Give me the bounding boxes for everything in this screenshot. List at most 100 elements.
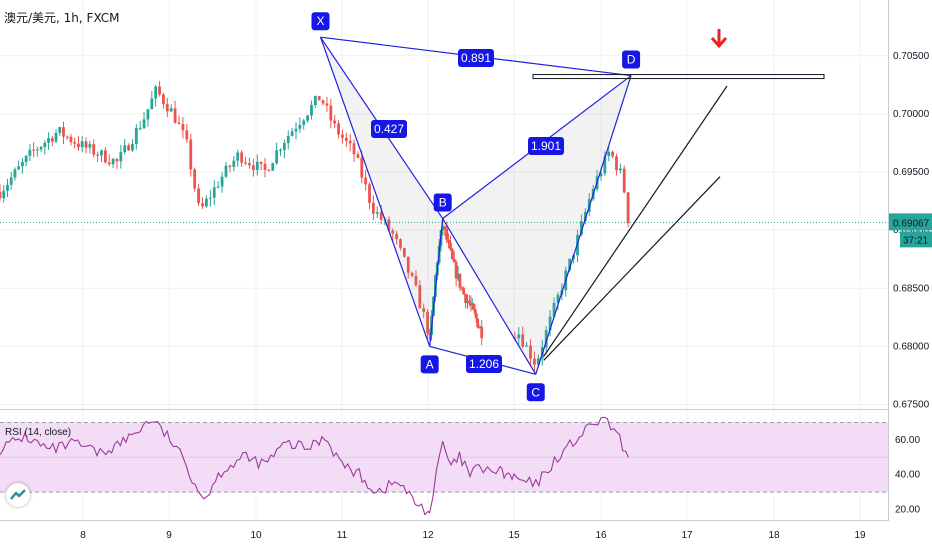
candle-body <box>28 149 32 156</box>
candle <box>418 280 422 309</box>
candle <box>62 121 65 145</box>
candle-body <box>622 168 626 193</box>
candle-body <box>626 192 630 224</box>
tradingview-logo[interactable] <box>6 483 30 507</box>
candle-body <box>185 130 189 140</box>
candle-body <box>464 294 467 304</box>
trend-line-upper[interactable] <box>543 85 728 357</box>
candle <box>17 160 21 170</box>
candle-body <box>77 143 80 148</box>
pattern-leg-bc <box>442 218 537 375</box>
candle-body <box>251 165 255 170</box>
candle <box>0 184 2 201</box>
candle <box>556 292 560 310</box>
candle-body <box>150 98 154 110</box>
candle-body <box>375 212 379 214</box>
candle <box>212 180 216 206</box>
candle <box>189 133 193 177</box>
candle-body <box>169 108 173 112</box>
pattern-leg-cd <box>535 75 632 375</box>
candle <box>317 96 321 101</box>
candle <box>54 129 58 144</box>
candle <box>441 219 445 236</box>
candle-body <box>134 128 138 145</box>
candle-body <box>0 191 2 199</box>
candle-body <box>525 345 529 347</box>
price-tick-label: 0.70500 <box>893 51 930 62</box>
candle <box>244 156 247 166</box>
candle-body <box>212 187 216 198</box>
candle <box>271 162 275 171</box>
time-tick-label: 16 <box>595 530 607 541</box>
candle-body <box>17 166 21 170</box>
candle <box>2 184 6 203</box>
candle <box>154 84 158 107</box>
candle-body <box>313 96 317 105</box>
candle <box>134 124 138 150</box>
candle-body <box>142 119 146 129</box>
candle-body <box>466 300 469 304</box>
candle-body <box>43 142 47 147</box>
candle <box>58 126 62 136</box>
price-axis[interactable]: 0.70500 0.70000 0.69500 0.69000 0.68500 0.680… <box>0 0 932 521</box>
candle <box>232 156 236 172</box>
candle-body <box>279 149 282 151</box>
candle <box>375 206 379 219</box>
candle-body <box>418 285 422 309</box>
candle <box>236 149 240 167</box>
candle-body <box>428 332 432 335</box>
candle <box>603 151 607 177</box>
candle <box>267 168 271 172</box>
candle <box>73 137 77 149</box>
candle <box>115 157 119 169</box>
candle-body <box>368 184 371 203</box>
candle <box>69 133 73 146</box>
candle-body <box>103 150 107 163</box>
candle-body <box>391 230 395 234</box>
candle <box>467 295 471 307</box>
candle <box>123 139 127 155</box>
ratio-label-box <box>528 137 564 155</box>
rsi-tick-label: 60.00 <box>895 435 920 446</box>
candle <box>480 320 484 346</box>
candle <box>607 147 611 162</box>
candle-body <box>422 308 426 312</box>
candle-body <box>50 138 54 142</box>
candle <box>13 167 17 181</box>
candle <box>251 158 255 177</box>
candle-body <box>193 169 197 189</box>
ratio-label: 0.891 <box>458 49 494 67</box>
candle-body <box>298 124 302 129</box>
candle-body <box>544 330 548 348</box>
candle-body <box>96 154 100 156</box>
candle-body <box>115 159 119 162</box>
candle <box>472 302 475 310</box>
resistance-zone[interactable] <box>532 74 825 80</box>
ratio-label-text: 0.427 <box>374 122 404 136</box>
trend-line-lower[interactable] <box>543 176 721 361</box>
candle-body <box>473 309 477 314</box>
candle-body <box>467 300 471 304</box>
candle-body <box>426 311 429 333</box>
candle <box>414 270 418 287</box>
candle-body <box>173 108 177 123</box>
candle <box>329 98 333 129</box>
symbol-title[interactable]: 澳元/美元, 1h, FXCM <box>4 11 120 25</box>
candle <box>275 142 279 165</box>
candle-body <box>536 358 540 365</box>
price-tick-label: 0.68500 <box>893 283 930 294</box>
candle-body <box>580 221 583 235</box>
candle <box>47 132 50 150</box>
candle <box>240 150 244 168</box>
candle-body <box>364 177 368 185</box>
candle <box>228 164 232 173</box>
candle <box>533 351 536 372</box>
time-axis[interactable]: 8 9 10 11 12 15 16 17 18 19 <box>80 530 866 541</box>
candle-body <box>521 334 525 347</box>
candle <box>476 318 480 328</box>
candle-body <box>454 262 458 279</box>
ratio-label: 1.206 <box>466 355 502 373</box>
point-label-box <box>526 383 545 402</box>
point-label-text: A <box>426 357 434 371</box>
